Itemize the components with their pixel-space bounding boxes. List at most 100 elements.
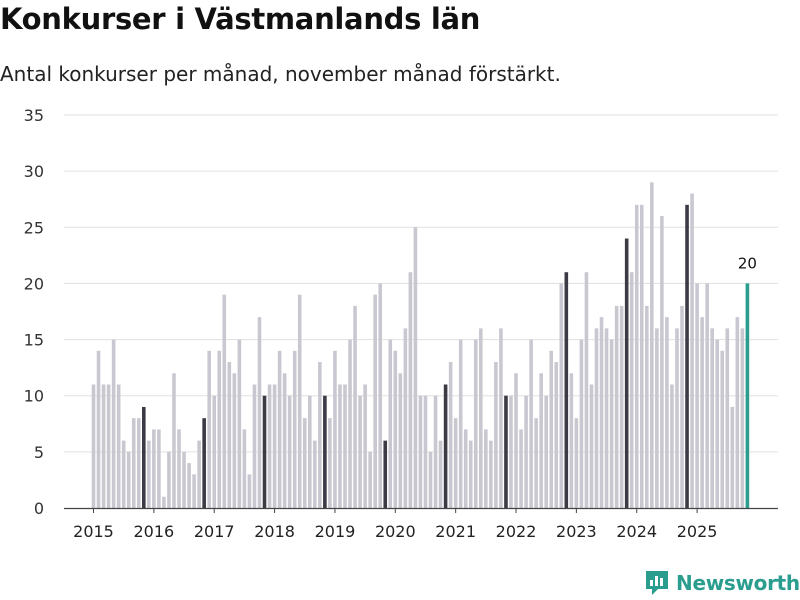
bar[interactable] xyxy=(408,272,413,508)
bar[interactable] xyxy=(524,395,528,508)
bar-november[interactable] xyxy=(504,395,508,508)
bar[interactable] xyxy=(479,328,483,508)
bar-november[interactable] xyxy=(323,395,327,508)
bar[interactable] xyxy=(569,373,574,508)
bar[interactable] xyxy=(388,339,393,508)
bar[interactable] xyxy=(655,328,659,508)
bar[interactable] xyxy=(690,193,694,508)
bar[interactable] xyxy=(489,440,493,508)
bar-november[interactable] xyxy=(624,238,629,508)
bar[interactable] xyxy=(96,350,101,508)
bar[interactable] xyxy=(629,272,634,508)
bar[interactable] xyxy=(473,339,478,508)
bar[interactable] xyxy=(373,294,377,508)
bar[interactable] xyxy=(740,328,745,508)
bar[interactable] xyxy=(634,204,639,509)
bar[interactable] xyxy=(519,429,523,508)
bar[interactable] xyxy=(584,272,589,508)
bar[interactable] xyxy=(282,373,287,508)
bar[interactable] xyxy=(227,362,232,508)
bar[interactable] xyxy=(131,418,136,508)
newsworthy-brand[interactable]: Newsworthy xyxy=(644,569,800,597)
bar[interactable] xyxy=(660,216,664,509)
bar[interactable] xyxy=(106,384,111,508)
bar[interactable] xyxy=(594,328,599,508)
bar[interactable] xyxy=(307,395,312,508)
bar[interactable] xyxy=(157,429,161,508)
bar[interactable] xyxy=(247,474,252,508)
bar-november[interactable] xyxy=(443,384,448,508)
bar[interactable] xyxy=(463,429,468,508)
bar[interactable] xyxy=(197,440,201,508)
bar[interactable] xyxy=(147,440,151,508)
bar[interactable] xyxy=(423,395,428,508)
bar[interactable] xyxy=(172,373,176,508)
bar[interactable] xyxy=(187,463,191,508)
bar[interactable] xyxy=(313,440,317,508)
bar[interactable] xyxy=(695,283,699,508)
bar[interactable] xyxy=(126,451,131,508)
bar[interactable] xyxy=(207,350,211,508)
bar[interactable] xyxy=(252,384,257,508)
bar[interactable] xyxy=(468,440,473,508)
bar[interactable] xyxy=(398,373,403,508)
bar[interactable] xyxy=(645,305,649,508)
bar[interactable] xyxy=(639,204,644,509)
bar[interactable] xyxy=(453,418,458,508)
bar[interactable] xyxy=(665,317,669,508)
bar[interactable] xyxy=(675,328,679,508)
bar[interactable] xyxy=(222,294,227,508)
bar[interactable] xyxy=(730,406,735,508)
bar[interactable] xyxy=(242,429,247,508)
bar[interactable] xyxy=(167,451,171,508)
bar[interactable] xyxy=(297,294,302,508)
bar[interactable] xyxy=(549,350,554,508)
bar[interactable] xyxy=(272,384,277,508)
bar[interactable] xyxy=(338,384,342,508)
bar[interactable] xyxy=(614,305,619,508)
bar[interactable] xyxy=(509,395,513,508)
bar[interactable] xyxy=(559,283,564,508)
bar[interactable] xyxy=(121,440,126,508)
bar[interactable] xyxy=(715,339,720,508)
bar[interactable] xyxy=(428,451,433,508)
bar[interactable] xyxy=(136,418,141,508)
bar[interactable] xyxy=(343,384,347,508)
bar-latest[interactable] xyxy=(745,283,750,508)
bar[interactable] xyxy=(579,339,584,508)
bar[interactable] xyxy=(368,451,372,508)
bar[interactable] xyxy=(604,328,609,508)
bar[interactable] xyxy=(91,384,96,508)
bar[interactable] xyxy=(413,227,418,509)
bar[interactable] xyxy=(182,451,186,508)
bar[interactable] xyxy=(363,384,367,508)
bar[interactable] xyxy=(302,418,307,508)
bar[interactable] xyxy=(735,317,740,508)
bar[interactable] xyxy=(277,350,282,508)
bar[interactable] xyxy=(680,305,684,508)
bar[interactable] xyxy=(458,339,463,508)
bar[interactable] xyxy=(448,362,453,508)
bar[interactable] xyxy=(358,395,362,508)
bar[interactable] xyxy=(162,496,166,508)
bar[interactable] xyxy=(177,429,181,508)
bar[interactable] xyxy=(232,373,237,508)
bar[interactable] xyxy=(101,384,106,508)
bar[interactable] xyxy=(318,362,322,508)
bar[interactable] xyxy=(619,305,624,508)
bar[interactable] xyxy=(599,317,604,508)
bar[interactable] xyxy=(534,418,538,508)
bar-november[interactable] xyxy=(564,272,569,508)
bar-november[interactable] xyxy=(142,406,146,508)
bar[interactable] xyxy=(116,384,121,508)
bar[interactable] xyxy=(267,384,272,508)
bar[interactable] xyxy=(333,350,337,508)
bar-november[interactable] xyxy=(685,204,689,509)
bar[interactable] xyxy=(348,339,352,508)
bar[interactable] xyxy=(433,395,438,508)
bar[interactable] xyxy=(499,328,503,508)
bar[interactable] xyxy=(212,395,217,508)
bar-november[interactable] xyxy=(202,418,206,508)
bar[interactable] xyxy=(292,350,297,508)
bar[interactable] xyxy=(670,384,674,508)
